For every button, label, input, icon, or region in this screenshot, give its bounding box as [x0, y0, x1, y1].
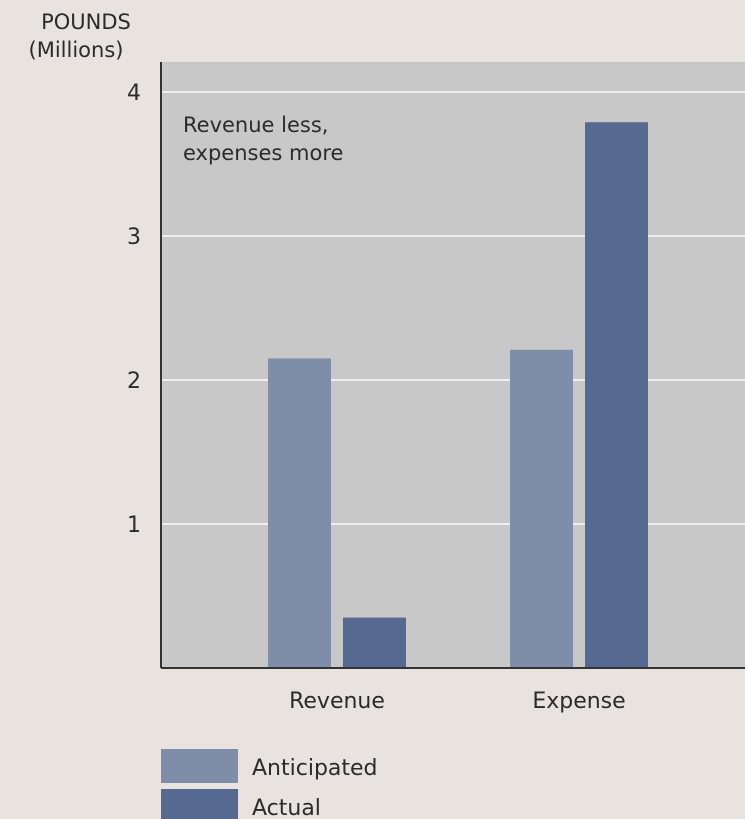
- y-tick-labels: 1 2 3 4: [127, 81, 141, 538]
- bar-expense-anticipated: [510, 349, 573, 668]
- bar-expense-actual: [585, 122, 648, 669]
- chart-annotation: Revenue less, expenses more: [183, 113, 343, 165]
- y-tick-label-4: 4: [127, 81, 141, 106]
- x-category-labels: Revenue Expense: [289, 689, 626, 714]
- axes: [160, 62, 745, 669]
- annotation-line-2: expenses more: [183, 141, 343, 165]
- y-tick-label-2: 2: [127, 369, 141, 394]
- bar-revenue-actual: [343, 617, 406, 668]
- y-tick-label-1: 1: [127, 513, 141, 538]
- legend-label-anticipated: Anticipated: [252, 756, 378, 781]
- y-tick-label-3: 3: [127, 225, 141, 250]
- legend-swatch-anticipated: [161, 749, 238, 783]
- y-axis-title-line-1: POUNDS: [41, 10, 131, 34]
- annotation-line-1: Revenue less,: [183, 113, 328, 137]
- bar-revenue-anticipated: [268, 358, 331, 668]
- legend: Anticipated Actual: [161, 749, 378, 819]
- legend-label-actual: Actual: [252, 796, 321, 819]
- y-axis-title: POUNDS (Millions): [29, 10, 131, 62]
- y-axis-title-line-2: (Millions): [29, 38, 124, 62]
- bars: [268, 122, 648, 669]
- x-category-label-expense: Expense: [532, 689, 625, 714]
- x-category-label-revenue: Revenue: [289, 689, 385, 714]
- legend-swatch-actual: [161, 789, 238, 819]
